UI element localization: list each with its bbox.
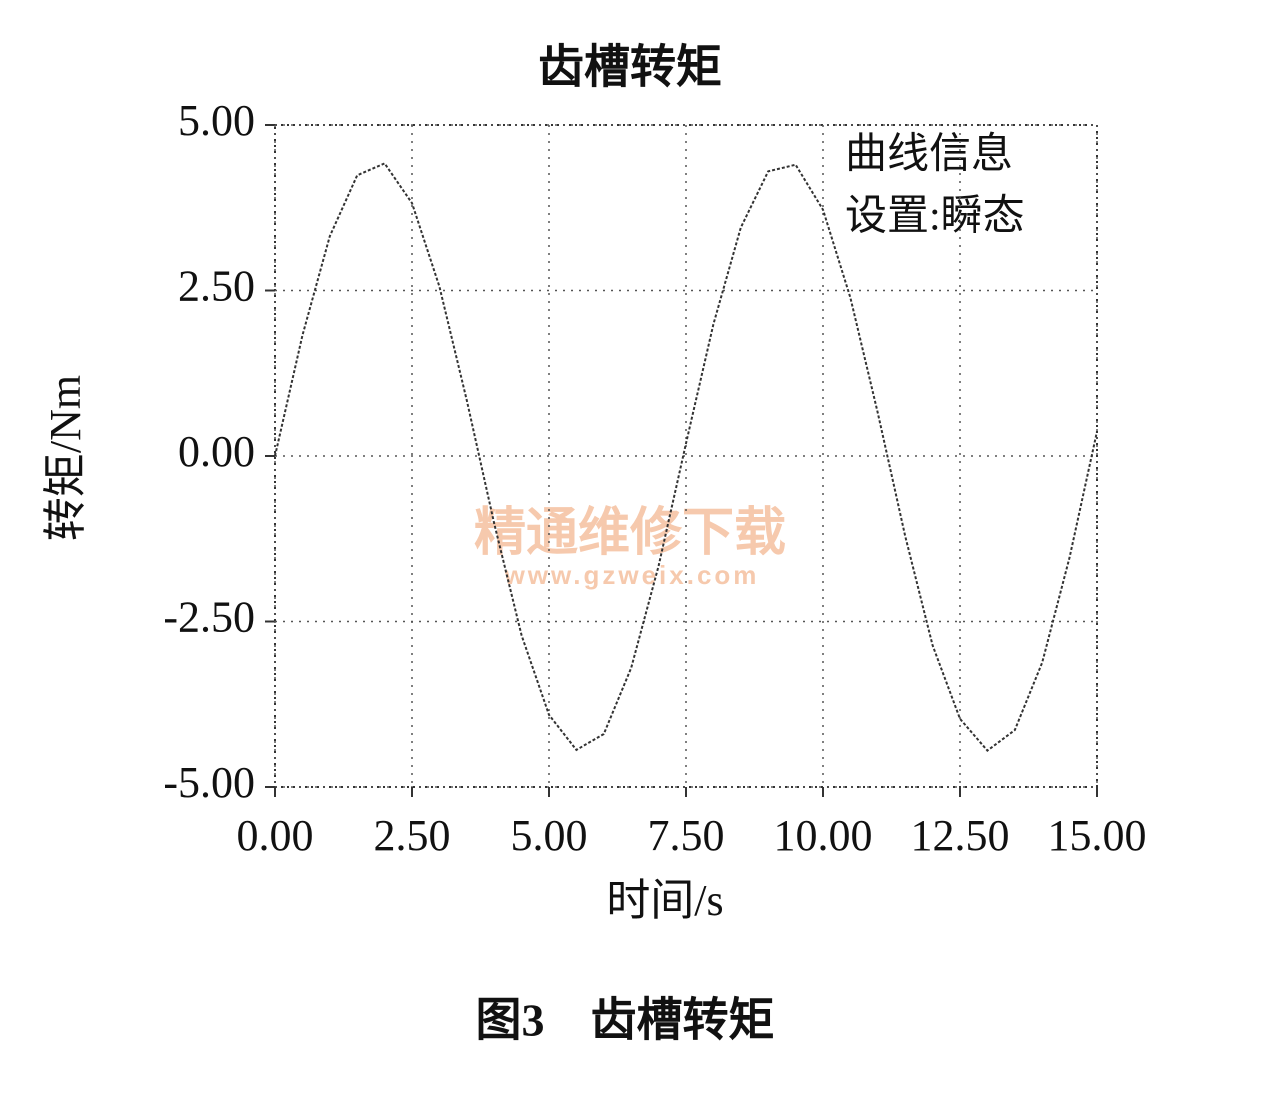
- x-tick-label: 15.00: [1048, 811, 1147, 860]
- x-tick-label: 5.00: [511, 811, 588, 860]
- watermark: 精通维修下载: [474, 504, 786, 562]
- plot-frame: [274, 124, 1098, 788]
- caption: 图3 齿槽转矩: [476, 995, 775, 1046]
- x-tick-label: 7.50: [648, 811, 725, 860]
- y-tick-label: 0.00: [178, 427, 255, 476]
- chart-title: 齿槽转矩: [538, 42, 722, 93]
- x-tick-label: 12.50: [911, 811, 1010, 860]
- y-tick-label: -2.50: [163, 593, 255, 642]
- data-line: [274, 162, 1098, 752]
- watermark: www.gzweix.com: [504, 560, 760, 590]
- x-tick-label: 2.50: [374, 811, 451, 860]
- annotation: 设置:瞬态: [845, 194, 1025, 240]
- x-axis-label: 时间/s: [606, 876, 723, 925]
- y-tick-label: 2.50: [178, 262, 255, 311]
- x-tick-label: 10.00: [774, 811, 873, 860]
- y-tick-label: -5.00: [163, 758, 255, 807]
- y-axis-label: 转矩/Nm: [41, 375, 90, 541]
- x-tick-label: 0.00: [237, 811, 314, 860]
- annotation: 曲线信息: [845, 131, 1013, 178]
- y-tick-label: 5.00: [178, 96, 255, 145]
